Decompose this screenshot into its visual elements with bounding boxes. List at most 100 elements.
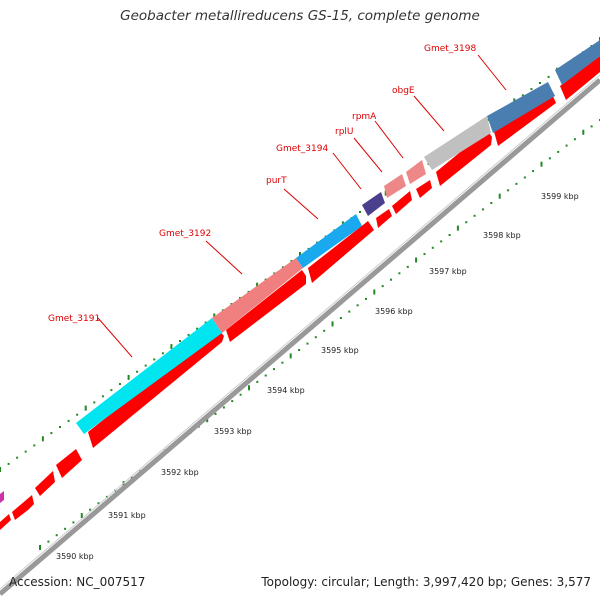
feature-segment[interactable] (406, 160, 426, 184)
tick-dot (76, 413, 79, 416)
feature-segment[interactable] (560, 56, 600, 100)
tick-dot (24, 450, 27, 453)
leader-line (332, 152, 362, 190)
leader-line (283, 188, 319, 220)
scale-label: 3592 kbp (161, 468, 199, 477)
gene-label[interactable]: Gmet_3191 (48, 314, 100, 324)
feature-segment[interactable] (0, 491, 4, 503)
scale-label: 3590 kbp (56, 552, 94, 561)
leader-line (353, 137, 383, 173)
tick-dot (196, 327, 199, 330)
tick-dot (187, 333, 190, 336)
tick-dot (144, 364, 147, 367)
reverse-strand-features (0, 56, 600, 530)
scale-label: 3597 kbp (429, 267, 467, 276)
tick-dot (590, 125, 593, 128)
feature-segment[interactable] (555, 40, 600, 85)
leader-line (477, 54, 507, 91)
genome-summary-text: Topology: circular; Length: 3,997,420 bp… (261, 575, 591, 589)
feature-segment[interactable] (226, 270, 306, 342)
tick-dot (130, 476, 133, 479)
feature-segment[interactable] (376, 209, 392, 228)
tick-dot (80, 513, 83, 519)
tick-dot (582, 129, 585, 135)
tick-dot (127, 374, 130, 380)
feature-segment[interactable] (436, 130, 492, 186)
feature-segment[interactable] (35, 471, 55, 496)
tick-dot (47, 540, 50, 543)
tick-dot (540, 161, 543, 167)
tick-dot (398, 272, 401, 275)
tick-dot (314, 336, 317, 339)
tick-dot (33, 444, 36, 447)
tick-dot (356, 304, 359, 307)
gene-label[interactable]: obgE (392, 86, 415, 96)
backbone-highlight (0, 74, 600, 590)
tick-dot (573, 138, 576, 141)
tick-dot (406, 265, 409, 268)
tick-dot (298, 349, 301, 351)
gene-label[interactable]: purT (266, 176, 287, 186)
tick-dot (231, 400, 234, 403)
tick-dot (359, 211, 361, 213)
feature-segment[interactable] (392, 191, 412, 214)
feature-segment[interactable] (76, 318, 222, 434)
tick-dot (39, 545, 41, 550)
tick-dot (256, 282, 259, 288)
gene-label[interactable]: Gmet_3194 (276, 144, 328, 154)
tick-dot (101, 395, 104, 398)
tick-dot (84, 405, 87, 411)
tick-dot (264, 278, 267, 281)
tick-dot (41, 436, 44, 442)
tick-dot (423, 253, 426, 256)
tick-dot (7, 462, 10, 465)
gene-label[interactable]: rplU (335, 127, 354, 137)
tick-dot (440, 240, 443, 243)
gene-label[interactable]: rpmA (352, 112, 377, 122)
tick-dot (365, 297, 367, 300)
tick-dot (290, 260, 293, 263)
leader-line (374, 120, 404, 159)
tick-dot (179, 340, 181, 342)
tick-dot (331, 321, 334, 327)
tick-dot (248, 385, 250, 391)
tick-dot (204, 321, 207, 324)
gene-label[interactable]: Gmet_3192 (159, 229, 211, 239)
feature-segment[interactable] (384, 174, 406, 198)
feature-segment[interactable] (362, 192, 385, 216)
feature-segment[interactable] (88, 329, 224, 448)
feature-segment[interactable] (56, 449, 82, 478)
outer-tick-dots (0, 37, 600, 472)
tick-dot (273, 368, 275, 371)
tick-dot (448, 234, 451, 236)
feature-segment[interactable] (308, 221, 374, 283)
tick-dot (72, 521, 75, 524)
leader-line (205, 240, 243, 275)
feature-segment[interactable] (416, 180, 432, 198)
tick-dot (548, 157, 551, 160)
tick-dot (507, 189, 510, 192)
map-title: Geobacter metallireducens GS-15, complet… (120, 8, 480, 24)
feature-segment[interactable] (296, 214, 362, 268)
gene-label[interactable]: Gmet_3198 (424, 44, 476, 54)
feature-segment[interactable] (0, 514, 11, 530)
tick-dot (230, 303, 233, 306)
tick-dot (373, 289, 376, 295)
tick-dot (89, 508, 92, 511)
tick-dot (390, 278, 392, 281)
tick-dot (532, 170, 535, 173)
tick-dot (59, 426, 61, 428)
tick-dot (119, 383, 121, 385)
scale-label: 3598 kbp (483, 231, 521, 240)
tick-dot (264, 374, 267, 377)
tick-dot (456, 225, 459, 231)
feature-segment[interactable] (487, 82, 555, 133)
tick-dot (239, 393, 242, 396)
feature-segment[interactable] (212, 258, 303, 333)
feature-segment[interactable] (12, 495, 34, 520)
tick-dot (64, 527, 67, 530)
feature-segment[interactable] (424, 116, 491, 170)
tick-dot (539, 82, 541, 84)
backbone-track (0, 78, 600, 596)
